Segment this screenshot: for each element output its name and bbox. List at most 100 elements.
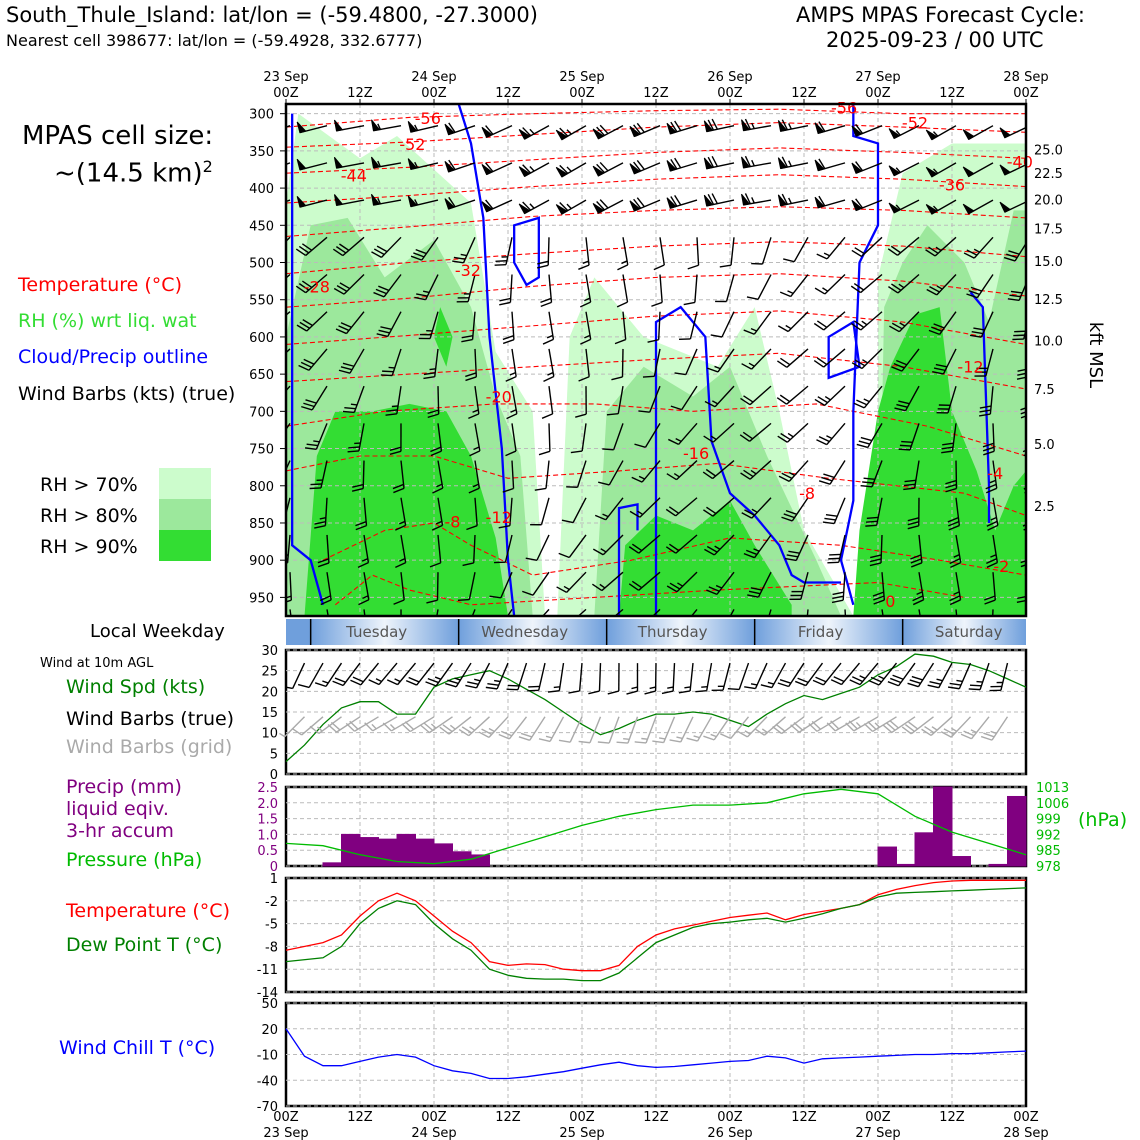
- wind-speed-line: [285, 653, 1027, 763]
- surface-wind-barb-true-feather: [947, 686, 960, 690]
- wind-barb-feather: [1020, 560, 1026, 564]
- wind-barb-feather: [719, 264, 732, 268]
- wind-barb-feather: [703, 509, 714, 517]
- panel-tick-label: 1.5: [257, 813, 278, 828]
- wind-barb-feather: [502, 335, 514, 341]
- surface-wind-barb-true: [342, 662, 361, 686]
- temperature-label: -12: [486, 508, 512, 527]
- pressure-tick-label: 992: [1036, 828, 1061, 843]
- wind-barb-feather: [271, 477, 282, 479]
- wind-barb-feather: [651, 301, 663, 307]
- wind-barb: [545, 460, 550, 489]
- wind-barb-feather: [865, 524, 877, 527]
- wind-barb-feather: [260, 362, 270, 368]
- surface-wind-barb-grid-halffeather: [641, 737, 648, 740]
- wind-barb-feather: [462, 562, 474, 567]
- surface-wind-barb-true-feather: [889, 677, 902, 684]
- surface-wind-barb-grid: [645, 716, 657, 744]
- surface-wind-barb-true-feather: [744, 686, 756, 690]
- wind-barb-feather: [430, 446, 442, 453]
- wind-speed-label: Wind Spd (kts): [66, 676, 206, 698]
- wind-barb: [712, 460, 735, 480]
- temperature-label: -20: [486, 387, 512, 406]
- wind-barb-feather: [385, 413, 397, 416]
- wind-barb: [947, 385, 957, 414]
- bottom-day-label: 24 Sep: [411, 1126, 456, 1140]
- surface-wind-barb-true-halffeather: [649, 686, 656, 690]
- wind-barb-feather: [602, 448, 614, 451]
- pressure-tick-label: 1006: [1036, 797, 1069, 812]
- wind-barb-feather: [832, 591, 844, 596]
- pressure-tick-label: 550: [249, 294, 274, 309]
- wind-barb-flag: [260, 125, 269, 135]
- wind-barb-feather: [873, 599, 885, 605]
- weekday-label: Local Weekday: [90, 621, 225, 642]
- wind-barb: [511, 348, 517, 377]
- wind-barb: [951, 423, 957, 452]
- wind-barb: [605, 497, 624, 521]
- surface-wind-barb-grid-feather: [345, 722, 355, 732]
- wind-barb-feather: [423, 376, 435, 380]
- surface-wind-barb-true-halffeather: [936, 678, 943, 682]
- wind-barb-feather: [706, 589, 718, 596]
- wind-barb-feather: [375, 288, 387, 295]
- wind-barb: [1030, 535, 1032, 563]
- wind-barb-feather: [783, 513, 795, 519]
- wind-barb: [505, 237, 513, 265]
- top-hour-label: 00Z: [1013, 86, 1039, 101]
- surface-wind-barb-grid-halffeather: [855, 721, 862, 728]
- wind-barb-feather: [669, 582, 681, 590]
- surface-wind-barb-grid-halffeather: [874, 722, 880, 728]
- wind-barb: [768, 609, 772, 616]
- surface-wind-barb-grid-feather: [291, 727, 303, 736]
- surface-wind-barb-grid-feather: [882, 724, 893, 734]
- wind-barb-feather: [665, 546, 677, 554]
- wind-barb-feather: [636, 160, 645, 170]
- wind-barb-feather: [832, 595, 844, 600]
- wind-barb-flag: [555, 204, 568, 215]
- kft-axis-label: kft MSL: [1085, 322, 1106, 388]
- wind-barb: [749, 460, 772, 480]
- wind-barb-halffeather: [673, 472, 680, 478]
- surface-wind-barb-grid: [488, 716, 509, 738]
- surface-wind-barb-grid-halffeather: [279, 732, 286, 738]
- kft-tick-label: 10.0: [1034, 335, 1063, 350]
- wind-barb-feather: [850, 285, 862, 294]
- wind-barb-halffeather: [566, 129, 572, 135]
- wind-barb-feather: [816, 439, 828, 446]
- wind-barb-feather: [262, 284, 271, 290]
- wind-barb-feather: [933, 367, 946, 372]
- temperature-label: -8: [799, 484, 815, 503]
- wind-barb-feather: [674, 195, 682, 206]
- wind-barb-feather: [647, 339, 659, 343]
- pressure-tick-label: 999: [1036, 813, 1061, 828]
- wind-barb-feather: [945, 483, 957, 489]
- surface-wind-barb-true-feather: [568, 690, 580, 694]
- pressure-tick-label: 950: [249, 591, 274, 606]
- wind-barb-halffeather: [1028, 480, 1034, 483]
- wind-barb-flag: [518, 166, 531, 178]
- wind-barb: [730, 237, 735, 266]
- wind-barb-feather: [666, 585, 678, 593]
- surface-wind-barb-true-feather: [485, 686, 498, 690]
- surface-wind-barb-true: [455, 662, 472, 688]
- wind-barb: [343, 274, 365, 295]
- wind-barb-feather: [355, 524, 367, 531]
- wind-barb-feather: [870, 554, 882, 559]
- wind-barb-feather: [305, 399, 317, 404]
- wind-barb-feather: [413, 252, 425, 258]
- wind-barb-halffeather: [748, 362, 755, 367]
- wind-barb-feather: [320, 599, 332, 606]
- wind-barb: [795, 534, 809, 561]
- wind-barb: [1018, 282, 1026, 301]
- wind-barb-feather: [986, 558, 998, 564]
- surface-wind-barb-true-halffeather: [322, 680, 329, 684]
- wind-barb: [576, 460, 587, 488]
- wind-barb: [383, 274, 402, 298]
- surface-wind-barb-grid-halffeather: [488, 727, 495, 733]
- wind-barb: [601, 571, 624, 592]
- surface-wind-barb-grid-feather: [500, 730, 513, 737]
- wind-barb-feather: [542, 338, 554, 345]
- wind-barb: [585, 311, 592, 340]
- wind-barb-feather: [633, 124, 642, 135]
